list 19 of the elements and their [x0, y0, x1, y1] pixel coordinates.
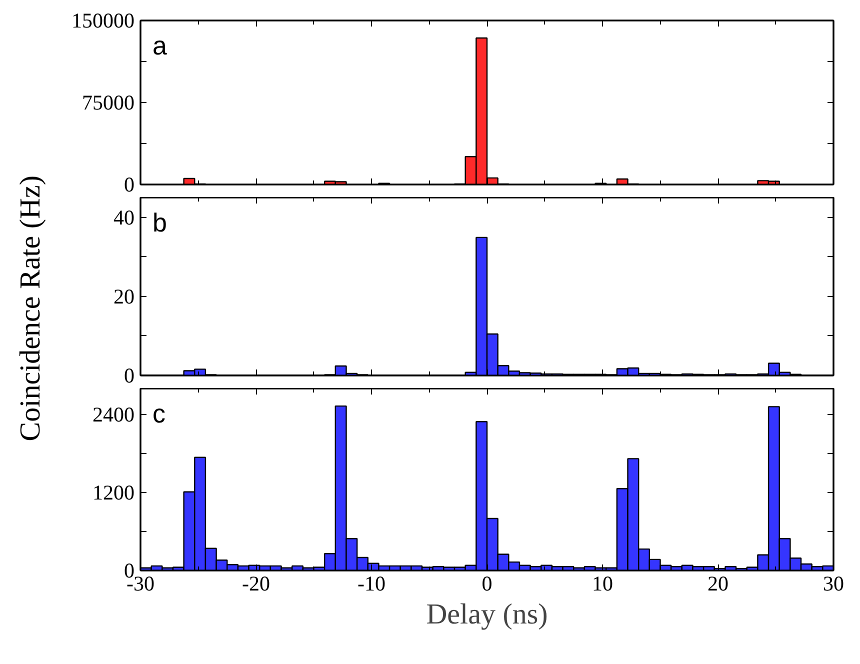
y-tick-label: 150000: [72, 8, 134, 32]
y-tick-label: 40: [114, 205, 134, 230]
x-tick-label: 30: [823, 572, 844, 596]
x-tick-label: -10: [358, 572, 386, 596]
x-tick-label: -20: [242, 572, 270, 596]
y-tick-label: 0: [124, 172, 134, 196]
annotation: b: [152, 208, 167, 238]
y-axis-title: Coincidence Rate (Hz): [14, 175, 46, 442]
annotation: c: [152, 398, 166, 428]
x-tick-label: 20: [708, 572, 728, 596]
y-tick-label: 0: [124, 364, 134, 388]
y-tick-label: 2400: [92, 402, 134, 426]
y-tick-label: 1200: [92, 480, 134, 504]
y-tick-label: 20: [114, 284, 134, 308]
x-tick-label: 0: [482, 572, 492, 596]
annotation: a: [152, 30, 168, 60]
y-tick-label: 75000: [82, 90, 134, 114]
x-tick-label: 10: [592, 572, 613, 596]
x-axis-title: Delay (ns): [426, 598, 548, 630]
